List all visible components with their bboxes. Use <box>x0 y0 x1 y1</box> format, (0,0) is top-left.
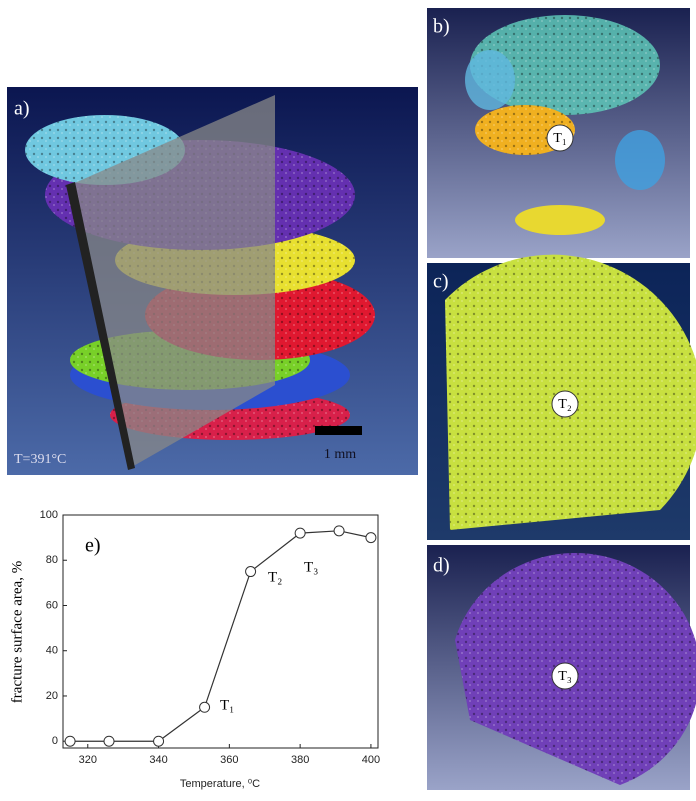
data-point <box>65 736 75 746</box>
annotation: T₂ <box>268 569 282 585</box>
figure: a) T=391°C 1 mm T₁ b) T₂ c) T₃ d) e) Tem… <box>0 0 696 796</box>
panel-label: e) <box>85 535 101 557</box>
data-point <box>246 567 256 577</box>
data-point <box>366 533 376 543</box>
panel-label: c) <box>433 271 449 293</box>
annotation: T₁ <box>220 697 234 713</box>
data-point <box>154 736 164 746</box>
panel-label: b) <box>433 16 450 38</box>
y-tick-label: 0 <box>52 735 58 747</box>
y-tick-label: 20 <box>46 690 58 702</box>
y-tick-label: 40 <box>46 645 58 657</box>
y-tick-label: 60 <box>46 599 58 611</box>
panel-label: d) <box>433 555 450 577</box>
marker-label: T₃ <box>558 669 572 684</box>
panel-d: T₃ d) <box>427 545 696 790</box>
y-tick-label: 100 <box>40 509 58 521</box>
x-axis-label: Temperature, ⁰C <box>180 778 260 790</box>
x-tick-label: 360 <box>220 754 238 766</box>
panel-c: T₂ c) <box>427 255 696 540</box>
y-tick-label: 80 <box>46 554 58 566</box>
x-tick-label: 320 <box>79 754 97 766</box>
data-point <box>104 736 114 746</box>
x-tick-label: 400 <box>362 754 380 766</box>
panel-b: T₁ b) <box>427 8 690 258</box>
panel-label: a) <box>14 98 30 120</box>
annotation: T₃ <box>304 559 318 575</box>
panel-a: a) T=391°C 1 mm <box>7 87 418 475</box>
data-point <box>295 528 305 538</box>
marker-label: T₁ <box>553 131 566 146</box>
x-tick-label: 340 <box>149 754 167 766</box>
data-point <box>200 702 210 712</box>
y-axis-label: fracture surface area, % <box>9 561 25 703</box>
scale-label: 1 mm <box>324 447 356 462</box>
x-tick-label: 380 <box>291 754 309 766</box>
marker-label: T₂ <box>558 397 572 412</box>
temperature-label: T=391°C <box>14 452 66 467</box>
data-point <box>334 526 344 536</box>
